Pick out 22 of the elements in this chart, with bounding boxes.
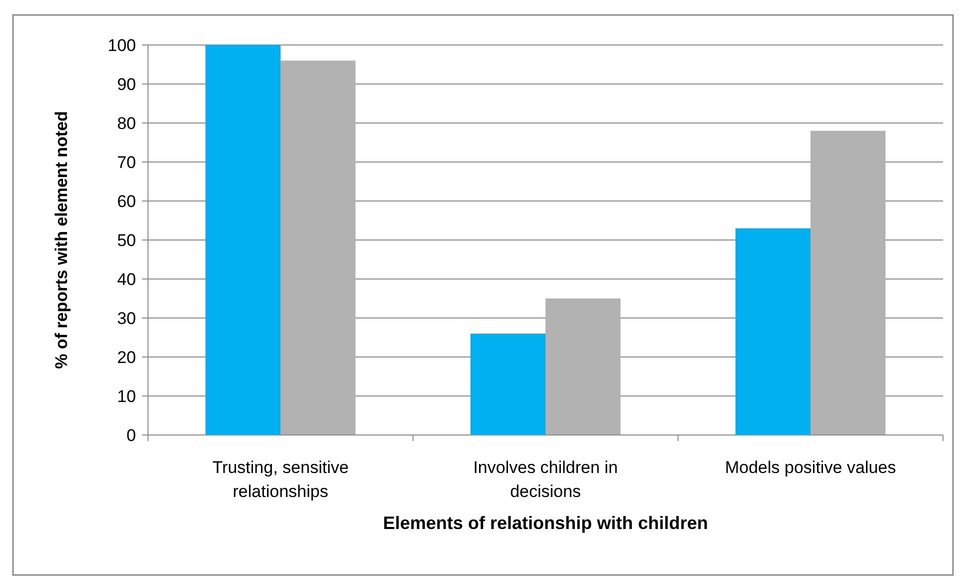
- y-axis-title: % of reports with element noted: [52, 111, 71, 369]
- bar: [280, 60, 356, 435]
- bar: [206, 45, 280, 435]
- y-tick-label: 10: [117, 386, 136, 406]
- y-tick-label: 20: [117, 348, 136, 367]
- y-tick-label: 30: [117, 308, 136, 328]
- x-tick-label: Involves children in decisions: [473, 458, 618, 501]
- bar: [546, 298, 620, 435]
- y-tick-label: 0: [126, 426, 136, 445]
- x-axis-title: Elements of relationship with children: [382, 513, 708, 533]
- x-tick-label: Trusting, sensitive relationships: [212, 458, 349, 501]
- y-tick-label: 80: [117, 114, 136, 133]
- bar: [810, 130, 886, 435]
- y-tick-label: 50: [117, 230, 136, 250]
- y-tick-label: 90: [117, 74, 136, 94]
- y-tick-label: 70: [117, 152, 136, 172]
- y-tick-label: 40: [117, 270, 136, 289]
- y-tick-label: 60: [117, 192, 136, 211]
- bar: [736, 228, 810, 435]
- bar: [470, 334, 546, 435]
- x-tick-label: Models positive values: [724, 458, 896, 477]
- y-tick-label: 100: [108, 36, 136, 55]
